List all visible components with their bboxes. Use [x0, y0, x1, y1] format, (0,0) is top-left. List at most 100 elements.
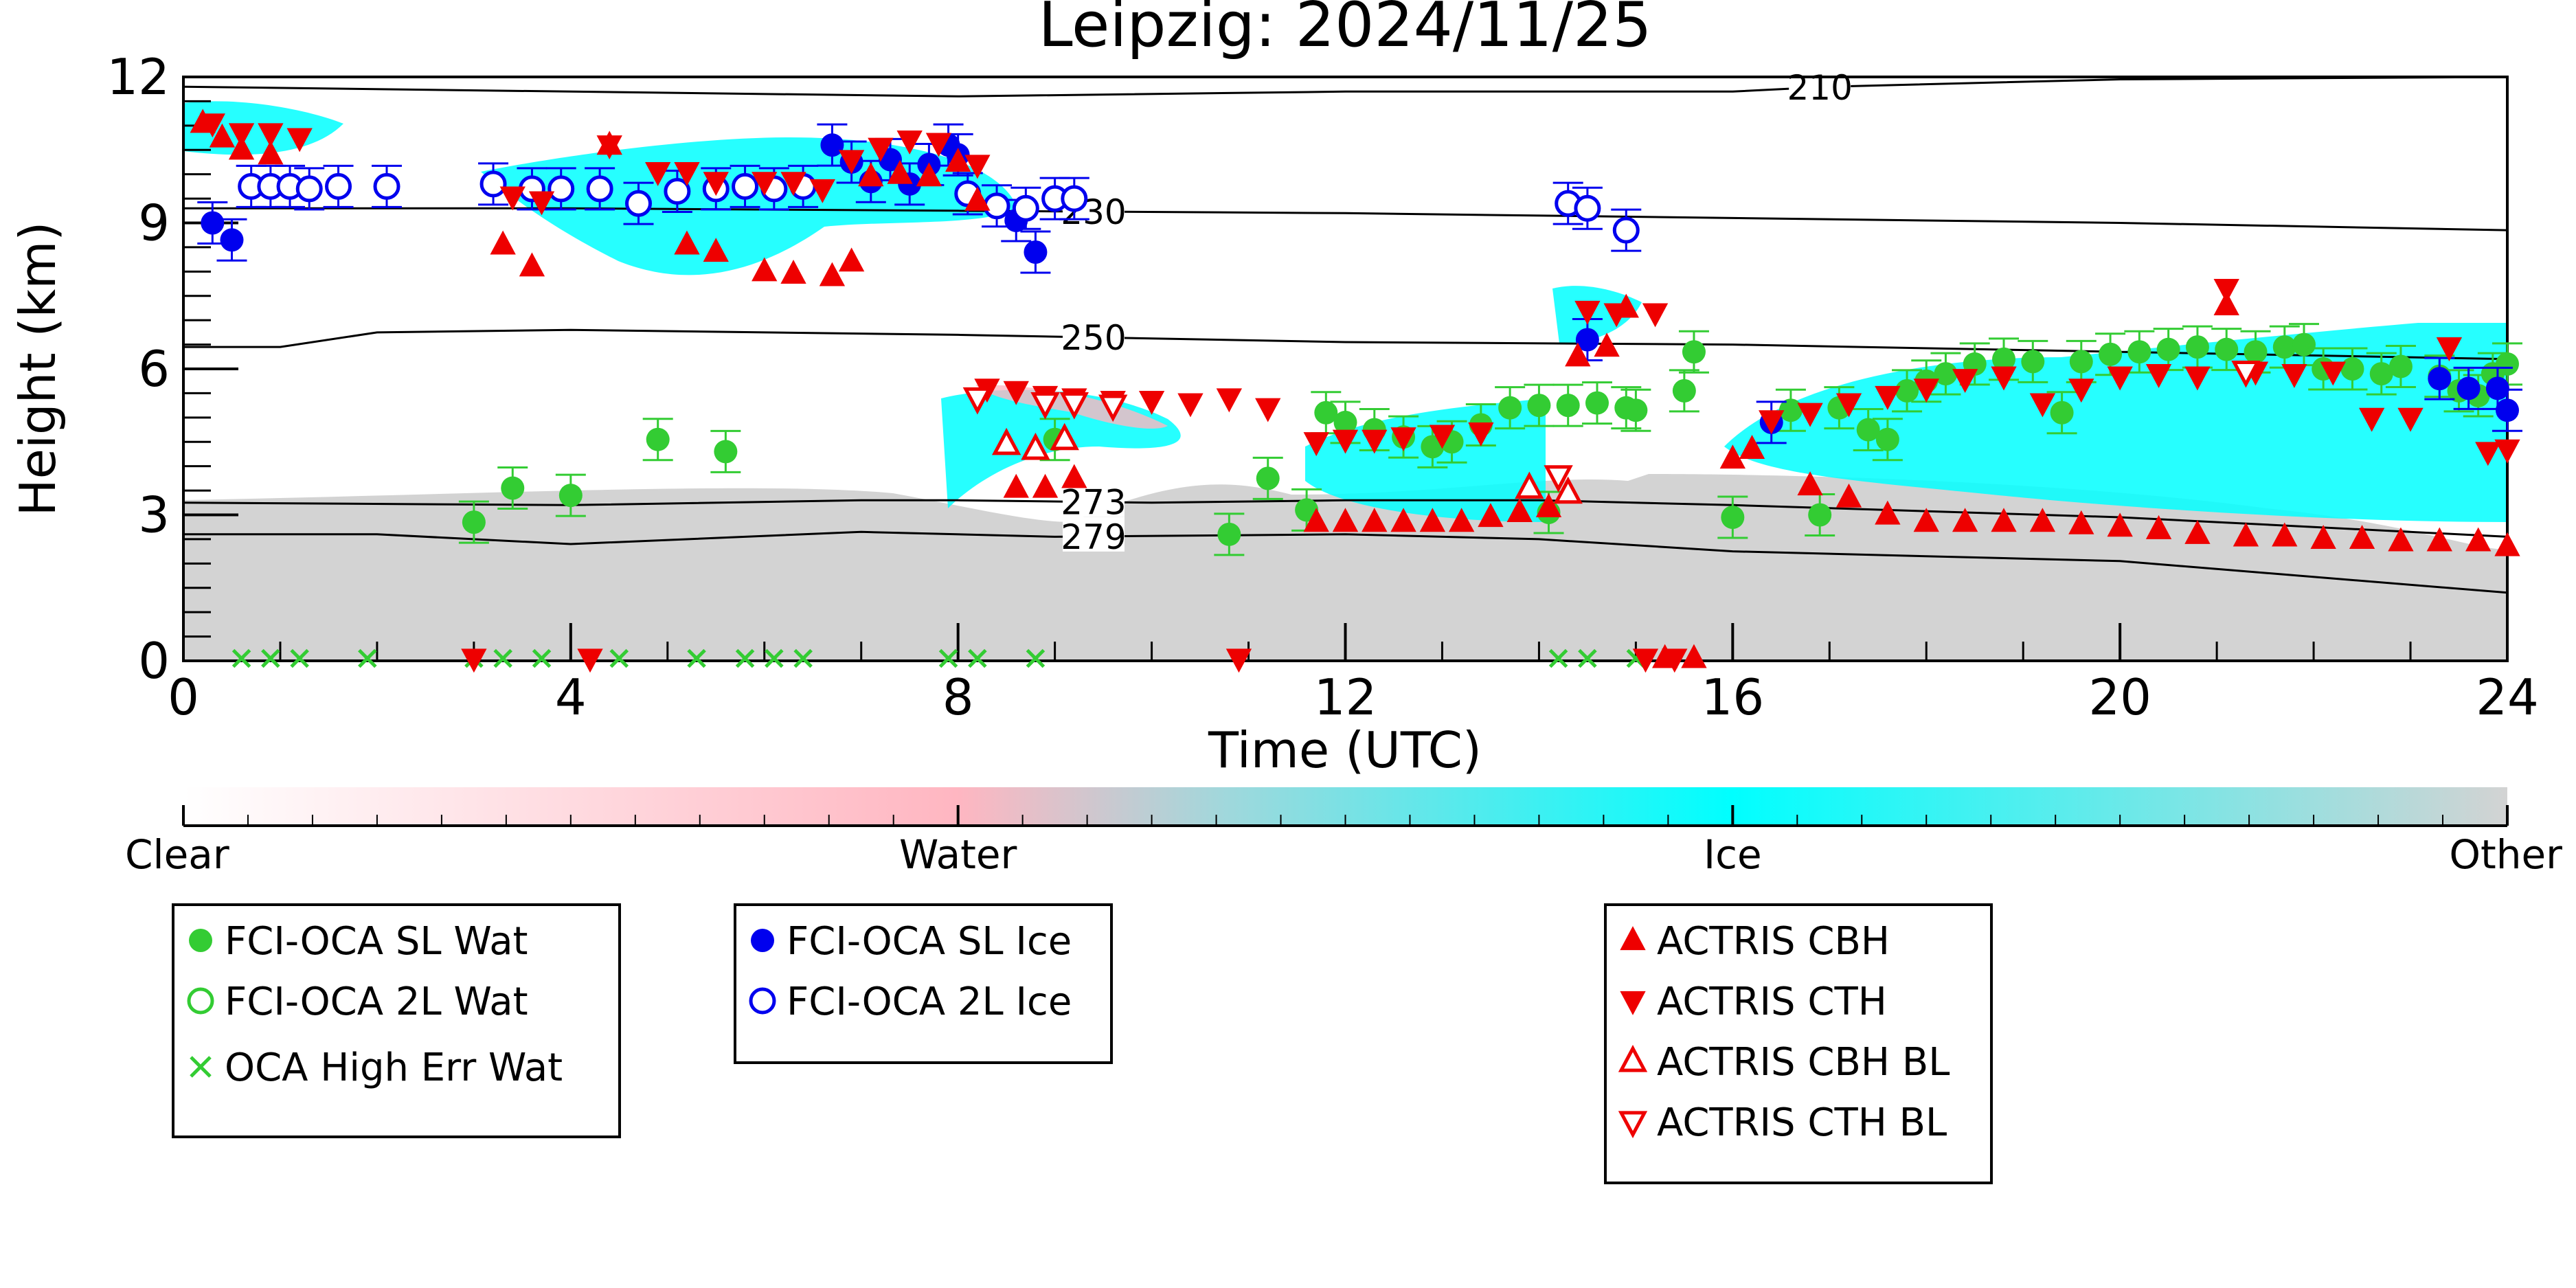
- data-point: [1913, 508, 1939, 532]
- isotherm-label-bg: [1063, 318, 1125, 353]
- data-point: [2233, 522, 2259, 547]
- data-point: [938, 648, 958, 668]
- data-point: [532, 648, 552, 668]
- data-point: [1333, 410, 1357, 434]
- data-point: [490, 230, 516, 255]
- data-point: [1030, 392, 1060, 420]
- data-point: [1808, 503, 1832, 527]
- data-point: [1332, 429, 1359, 454]
- data-point: [577, 648, 603, 673]
- data-point: [991, 427, 1021, 455]
- data-point: [2496, 398, 2519, 422]
- data-point: [1024, 240, 1048, 264]
- data-point: [887, 159, 913, 184]
- data-point: [609, 648, 629, 668]
- data-point: [2231, 360, 2261, 388]
- data-point: [499, 186, 526, 211]
- data-point: [819, 262, 846, 286]
- data-point: [964, 155, 991, 179]
- data-point: [983, 192, 1010, 220]
- data-point: [1217, 522, 1241, 546]
- x-tick-label: 24: [2476, 668, 2539, 726]
- data-point: [925, 133, 952, 157]
- legend-marker: [1620, 991, 1646, 1015]
- data-point: [735, 648, 755, 668]
- data-point: [228, 123, 255, 148]
- legend-entry: FCI-OCA SL Ice: [787, 919, 1072, 964]
- y-tick-label: 3: [138, 486, 170, 544]
- data-point: [2475, 442, 2501, 466]
- data-point: [1739, 435, 1765, 459]
- data-point: [1556, 394, 1580, 418]
- legend-marker: [1618, 1111, 1648, 1139]
- data-point: [2272, 335, 2296, 359]
- colorbar-label-water: Water: [899, 831, 1017, 878]
- data-point: [1050, 422, 1079, 451]
- data-point: [1934, 362, 1958, 386]
- data-point: [2145, 515, 2172, 539]
- data-point: [2426, 527, 2452, 552]
- series-actris-cbh: [190, 109, 2520, 668]
- data-point: [1778, 398, 1803, 422]
- data-point: [1662, 648, 1688, 673]
- data-point: [1614, 396, 1638, 420]
- data-point: [1952, 369, 1978, 393]
- legend-marker: [1620, 926, 1646, 951]
- x-axis-ticks: 0 4 8 12 16 20 24: [168, 623, 2539, 726]
- data-point: [1098, 394, 1128, 422]
- data-point: [2184, 520, 2211, 544]
- data-point: [2272, 522, 2298, 547]
- data-point: [2213, 279, 2239, 303]
- data-point: [1448, 508, 1475, 532]
- data-point: [2107, 512, 2133, 537]
- colorbar-label-clear: Clear: [125, 831, 229, 878]
- legend-entry: FCI-OCA 2L Wat: [225, 980, 528, 1024]
- data-point: [1506, 498, 1533, 523]
- data-point: [703, 238, 729, 262]
- data-point: [2215, 337, 2239, 361]
- data-point: [964, 186, 991, 211]
- data-point: [1498, 396, 1522, 420]
- data-point: [2320, 361, 2346, 386]
- data-point: [2145, 363, 2172, 388]
- data-point: [645, 162, 671, 186]
- data-point: [1527, 394, 1551, 418]
- data-point: [1061, 464, 1087, 488]
- data-point: [2310, 525, 2336, 550]
- data-point: [1138, 390, 1165, 415]
- legend-marker: [190, 1056, 212, 1078]
- data-point: [1612, 216, 1640, 244]
- data-point: [2069, 350, 2093, 374]
- legend-entry: OCA High Err Wat: [225, 1046, 563, 1090]
- y-tick-label: 6: [138, 340, 170, 398]
- x-axis-label: Time (UTC): [1208, 721, 1482, 779]
- y-tick-label: 9: [138, 194, 170, 252]
- data-point: [1797, 403, 1823, 427]
- x-tick-label: 8: [942, 668, 974, 726]
- data-point: [2436, 337, 2463, 361]
- data-point: [2021, 350, 2045, 374]
- data-point: [1032, 473, 1059, 498]
- data-point: [646, 427, 670, 451]
- data-point: [868, 137, 894, 162]
- data-point: [596, 135, 622, 159]
- data-point: [1835, 393, 1862, 418]
- data-point: [687, 648, 706, 668]
- data-point: [1303, 432, 1329, 457]
- data-point: [2127, 340, 2151, 364]
- data-point: [373, 172, 400, 200]
- data-point: [1012, 194, 1039, 222]
- isotherm-230: [183, 207, 2507, 231]
- ice-mask-region-6: [1552, 286, 1642, 343]
- data-point: [703, 172, 729, 196]
- data-point: [1216, 388, 1243, 413]
- data-point: [1952, 508, 1978, 532]
- data-point: [732, 172, 759, 200]
- data-point: [2465, 527, 2492, 552]
- data-point: [1574, 300, 1601, 325]
- data-point: [228, 135, 255, 160]
- data-point: [2397, 407, 2424, 432]
- data-point: [664, 177, 691, 205]
- legend-box-1: FCI-OCA SL Wat FCI-OCA 2L Wat OCA High Err…: [172, 903, 621, 1138]
